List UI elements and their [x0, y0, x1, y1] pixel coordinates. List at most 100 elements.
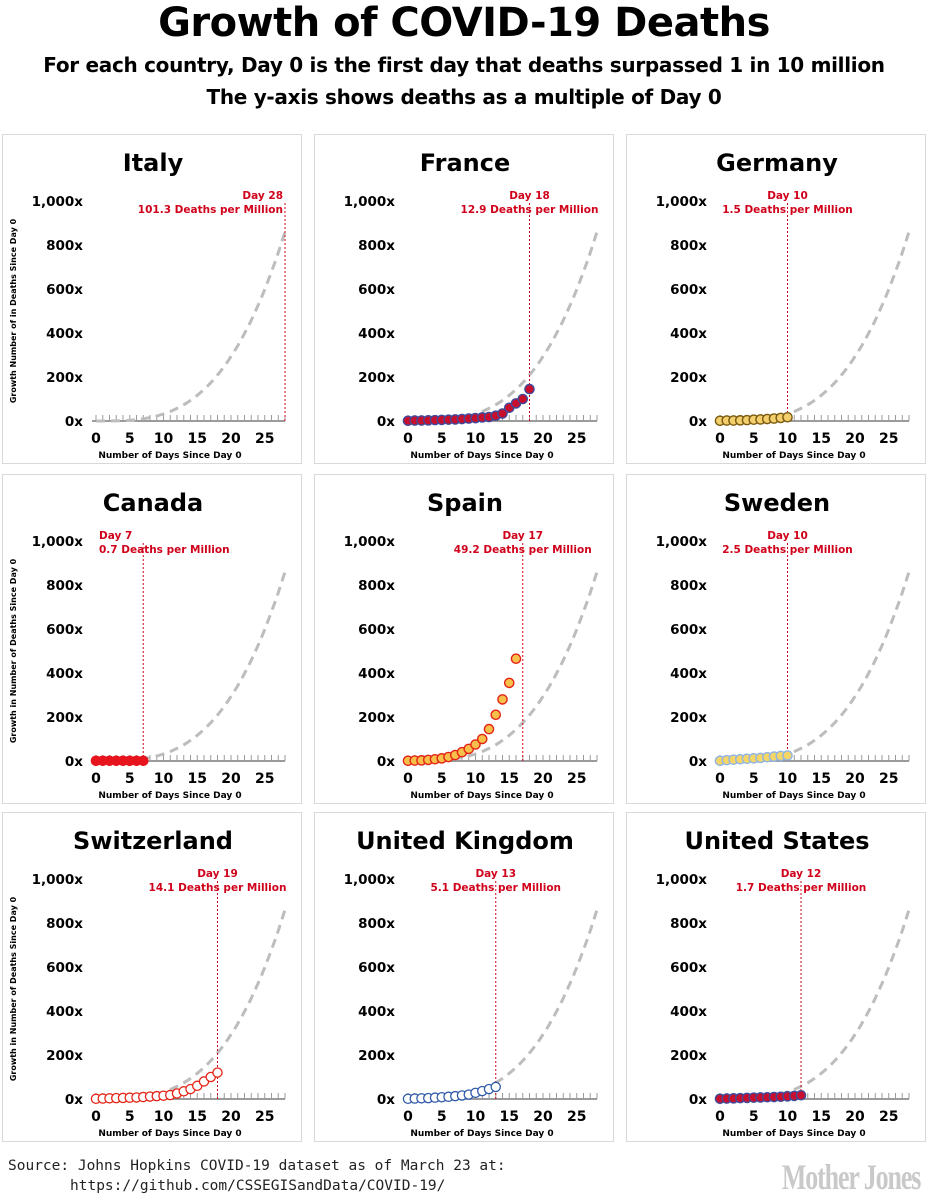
y-tick-label: 200x: [670, 370, 707, 386]
y-tick-label: 400x: [670, 326, 707, 342]
data-point: [497, 694, 508, 705]
x-tick-label: 20: [221, 771, 241, 787]
chart-panel-united-states: United States 0x 200x 400x 600x 800x 1,000x 0 5 1…: [626, 812, 926, 1142]
source-note: Source: Johns Hopkins COVID-19 dataset a…: [8, 1158, 506, 1174]
data-point: [212, 1067, 223, 1078]
y-tick-label: 1,000x: [32, 194, 84, 210]
y-tick-label: 400x: [670, 666, 707, 682]
data-point: [503, 677, 515, 689]
chart-spain: Spain 0x 200x 400x 600x 800x 1,000x 0 5 10 15 20 25 N…: [344, 489, 599, 801]
x-tick-label: 15: [500, 431, 519, 447]
x-tick-label: 20: [221, 431, 241, 447]
x-tick-label: 15: [500, 1109, 519, 1125]
y-tick-label: 600x: [46, 282, 83, 298]
y-tick-label: 0x: [65, 1092, 83, 1108]
reference-growth-curve: [408, 909, 599, 1101]
y-tick-label: 800x: [670, 916, 707, 932]
y-tick-label: 1,000x: [656, 534, 708, 550]
y-tick-label: 1,000x: [344, 534, 396, 550]
y-axis-label: Growth in Number of Deaths Since Day 0: [9, 558, 18, 743]
x-tick-label: 5: [125, 771, 135, 787]
chart-panel-sweden: Sweden 0x 200x 400x 600x 800x 1,000x 0 5 10 15 20 25…: [626, 474, 926, 804]
x-tick-label: 10: [466, 1109, 486, 1125]
x-tick-label: 25: [567, 771, 586, 787]
x-tick-label: 5: [437, 771, 447, 787]
x-axis-label: Number of Days Since Day 0: [722, 451, 865, 461]
chart-panel-united-kingdom: United Kingdom 0x 200x 400x 600x 800x 1,000x 0 5…: [314, 812, 614, 1142]
chart-title: Italy: [123, 149, 184, 177]
reference-growth-curve: [720, 231, 911, 423]
x-tick-label: 25: [255, 771, 274, 787]
x-axis-label: Number of Days Since Day 0: [722, 1129, 865, 1139]
y-tick-label: 600x: [358, 960, 395, 976]
x-tick-label: 25: [879, 431, 898, 447]
y-axis-label: Growth Number of in Deaths Since Day 0: [9, 218, 18, 403]
marker-day-label: Day 7: [99, 530, 132, 542]
x-tick-label: 0: [403, 1109, 413, 1125]
y-tick-label: 0x: [377, 754, 395, 770]
reference-growth-curve: [96, 571, 287, 763]
x-tick-label: 20: [845, 1109, 865, 1125]
chart-italy: Italy 0x 200x 400x 600x 800x 1,000x Growth Numb…: [9, 149, 287, 461]
x-tick-label: 25: [255, 431, 274, 447]
y-tick-label: 600x: [670, 622, 707, 638]
x-tick-label: 10: [466, 771, 486, 787]
chart-panel-switzerland: Switzerland 0x 200x 400x 600x 800x 1,000x Growt…: [2, 812, 302, 1142]
y-tick-label: 800x: [46, 578, 83, 594]
chart-title: United States: [684, 827, 869, 855]
y-tick-label: 400x: [670, 1004, 707, 1020]
y-tick-label: 400x: [358, 666, 395, 682]
x-tick-label: 20: [533, 1109, 553, 1125]
marker-day-label: Day 10: [767, 530, 808, 542]
x-tick-label: 15: [188, 1109, 207, 1125]
x-tick-label: 25: [879, 1109, 898, 1125]
y-tick-label: 800x: [670, 578, 707, 594]
x-tick-label: 10: [778, 771, 798, 787]
x-tick-label: 10: [778, 1109, 798, 1125]
x-tick-label: 10: [466, 431, 486, 447]
x-tick-label: 20: [221, 1109, 241, 1125]
mother-jones-logo: Mother Jones: [781, 1157, 922, 1197]
marker-day-label: Day 10: [767, 190, 808, 202]
data-point: [524, 383, 535, 395]
x-tick-label: 5: [749, 771, 759, 787]
y-tick-label: 400x: [358, 326, 395, 342]
chart-panel-canada: Canada 0x 200x 400x 600x 800x 1,000x Growth in …: [2, 474, 302, 804]
x-tick-label: 5: [749, 431, 759, 447]
y-tick-label: 400x: [46, 326, 83, 342]
y-tick-label: 400x: [46, 1004, 83, 1020]
chart-title: Canada: [103, 489, 203, 517]
data-point: [510, 653, 522, 664]
x-axis-label: Number of Days Since Day 0: [410, 1129, 553, 1139]
y-tick-label: 800x: [358, 578, 395, 594]
y-tick-label: 600x: [46, 960, 83, 976]
y-tick-label: 400x: [46, 666, 83, 682]
data-point: [795, 1089, 807, 1101]
chart-germany: Germany 0x 200x 400x 600x 800x 1,000x 0 5 10 15 20 2…: [656, 149, 911, 461]
y-tick-label: 800x: [358, 916, 395, 932]
chart-title: France: [420, 149, 510, 177]
x-tick-label: 20: [845, 431, 865, 447]
x-tick-label: 0: [715, 431, 725, 447]
chart-switzerland: Switzerland 0x 200x 400x 600x 800x 1,000x Growt…: [9, 827, 286, 1139]
y-tick-label: 200x: [358, 710, 395, 726]
y-tick-label: 0x: [689, 414, 707, 430]
data-point: [476, 733, 488, 745]
y-tick-label: 0x: [689, 754, 707, 770]
chart-panel-germany: Germany 0x 200x 400x 600x 800x 1,000x 0 5 10 15 20 2…: [626, 134, 926, 464]
reference-growth-curve: [408, 571, 599, 763]
x-tick-label: 25: [567, 431, 586, 447]
chart-united-states: United States 0x 200x 400x 600x 800x 1,000x 0 5 1…: [656, 827, 911, 1139]
data-point: [470, 739, 481, 750]
data-point: [782, 750, 793, 761]
data-point: [137, 755, 149, 767]
x-tick-label: 0: [91, 771, 101, 787]
x-axis-label: Number of Days Since Day 0: [722, 791, 865, 801]
y-tick-label: 800x: [358, 238, 395, 254]
chart-title: Spain: [427, 489, 503, 517]
y-tick-label: 200x: [46, 710, 83, 726]
marker-deaths-label: 101.3 Deaths per Million: [138, 204, 283, 216]
chart-france: France 0x 200x 400x 600x 800x 1,000x 0 5 10 15 20 25…: [344, 149, 599, 461]
x-tick-label: 15: [188, 771, 207, 787]
marker-deaths-label: 49.2 Deaths per Million: [454, 544, 592, 556]
